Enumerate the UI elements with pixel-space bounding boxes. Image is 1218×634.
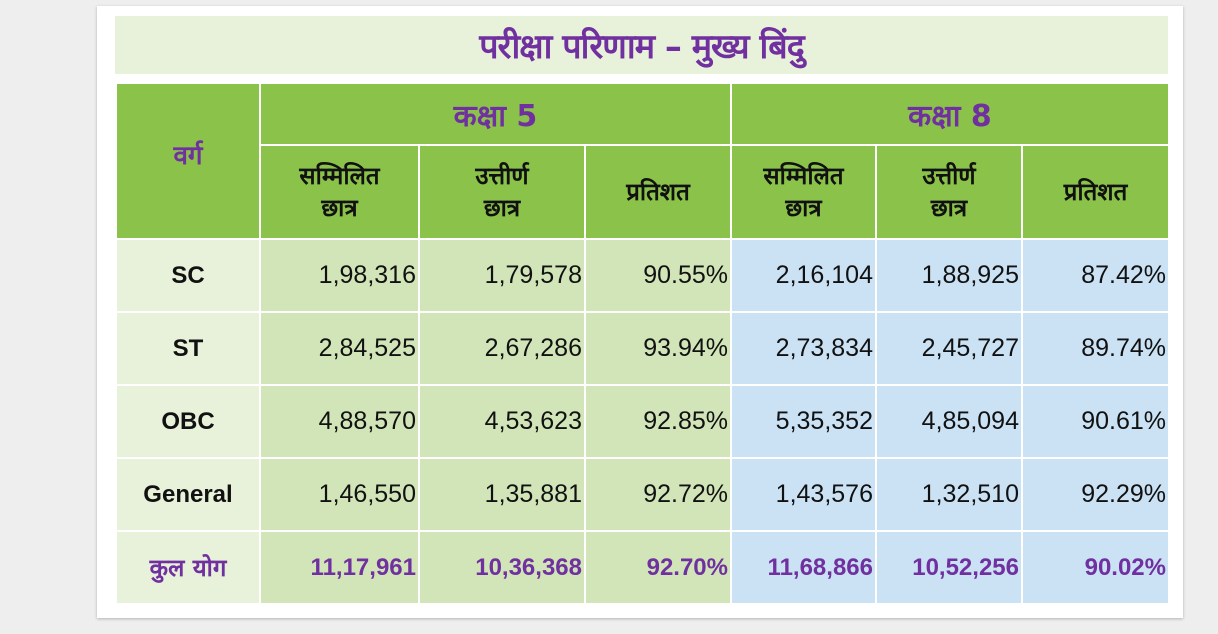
column-header-row: सम्मिलित छात्र उत्तीर्ण छात्र प्रतिशत सम… <box>116 144 1170 240</box>
class5-percent-cell: 90.55% <box>584 238 732 313</box>
class8-passed-cell: 2,45,727 <box>875 311 1023 386</box>
category-cell: SC <box>115 238 261 313</box>
class5-passed-cell: 2,67,286 <box>418 311 586 386</box>
class5-appeared-cell: 1,98,316 <box>259 238 420 313</box>
class5-group-header: कक्षा 5 <box>259 82 732 146</box>
class5-percent-cell: 92.85% <box>584 384 732 459</box>
total-label-cell: कुल योग <box>115 530 261 605</box>
class5-percent-cell: 93.94% <box>584 311 732 386</box>
class8-passed-cell: 4,85,094 <box>875 384 1023 459</box>
class8-appeared-cell: 5,35,352 <box>730 384 877 459</box>
class8-appeared-cell: 2,73,834 <box>730 311 877 386</box>
table-row: ST 2,84,525 2,67,286 93.94% 2,73,834 2,4… <box>115 311 1170 386</box>
class5-appeared-total: 11,17,961 <box>259 530 420 605</box>
class8-appeared-header: सम्मिलित छात्र <box>730 144 877 240</box>
table-row: SC 1,98,316 1,79,578 90.55% 2,16,104 1,8… <box>115 238 1170 313</box>
title-banner: परीक्षा परिणाम – मुख्य बिंदु <box>115 16 1168 74</box>
category-cell: OBC <box>115 384 261 459</box>
class8-group-header: कक्षा 8 <box>730 82 1170 146</box>
class8-percent-cell: 87.42% <box>1021 238 1170 313</box>
class8-appeared-cell: 2,16,104 <box>730 238 877 313</box>
group-header-row: वर्ग कक्षा 5 कक्षा 8 <box>115 82 1170 240</box>
results-table: वर्ग कक्षा 5 कक्षा 8 सम्मिलित छात्र उत्त… <box>115 82 1170 605</box>
class5-appeared-header: सम्मिलित छात्र <box>259 144 420 240</box>
class8-passed-total: 10,52,256 <box>875 530 1023 605</box>
class8-passed-header: उत्तीर्ण छात्र <box>875 144 1023 240</box>
class8-appeared-cell: 1,43,576 <box>730 457 877 532</box>
class5-percent-total: 92.70% <box>584 530 732 605</box>
class8-percent-cell: 90.61% <box>1021 384 1170 459</box>
class8-percent-cell: 92.29% <box>1021 457 1170 532</box>
class5-appeared-cell: 4,88,570 <box>259 384 420 459</box>
class5-percent-cell: 92.72% <box>584 457 732 532</box>
table-row: General 1,46,550 1,35,881 92.72% 1,43,57… <box>115 457 1170 532</box>
results-card: परीक्षा परिणाम – मुख्य बिंदु वर्ग कक्षा … <box>97 6 1183 618</box>
total-row: कुल योग 11,17,961 10,36,368 92.70% 11,68… <box>115 530 1170 605</box>
class5-appeared-cell: 1,46,550 <box>259 457 420 532</box>
class5-passed-cell: 1,35,881 <box>418 457 586 532</box>
class5-passed-cell: 4,53,623 <box>418 384 586 459</box>
class5-percent-header: प्रतिशत <box>584 144 732 240</box>
page-title: परीक्षा परिणाम – मुख्य बिंदु <box>479 27 805 67</box>
class8-passed-cell: 1,32,510 <box>875 457 1023 532</box>
category-cell: General <box>115 457 261 532</box>
class8-percent-cell: 89.74% <box>1021 311 1170 386</box>
class5-passed-header: उत्तीर्ण छात्र <box>418 144 586 240</box>
class5-passed-total: 10,36,368 <box>418 530 586 605</box>
class8-percent-total: 90.02% <box>1021 530 1170 605</box>
class5-passed-cell: 1,79,578 <box>418 238 586 313</box>
category-column-header: वर्ग <box>115 82 261 240</box>
class5-appeared-cell: 2,84,525 <box>259 311 420 386</box>
class8-passed-cell: 1,88,925 <box>875 238 1023 313</box>
category-cell: ST <box>115 311 261 386</box>
class8-percent-header: प्रतिशत <box>1021 144 1170 240</box>
table-row: OBC 4,88,570 4,53,623 92.85% 5,35,352 4,… <box>115 384 1170 459</box>
class8-appeared-total: 11,68,866 <box>730 530 877 605</box>
